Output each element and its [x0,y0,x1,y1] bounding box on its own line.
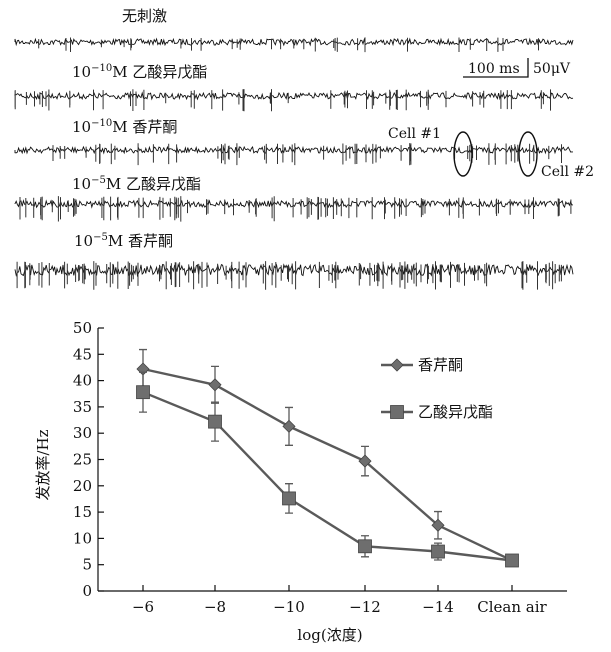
data-point [432,545,445,558]
x-tick-label: −10 [273,598,305,616]
y-tick-label: 50 [73,319,92,337]
x-tick-label: −6 [132,598,154,616]
firing-rate-chart: 0 5 10 15 20 25 30 35 40 45 50 −6 −8 −10 −12 −14 Clean … [34,319,567,644]
data-point [283,420,295,432]
scale-bar-voltage: 50μV [533,61,571,77]
legend-label: 乙酸异戊酯 [418,403,493,421]
y-tick-label: 40 [73,372,92,390]
y-tick-label: 30 [73,424,92,442]
trace-label-2: 10−10M 乙酸异戊酯 [72,63,207,81]
spike-trace-5 [15,265,573,276]
spike-trace-2 [15,93,573,99]
data-point [506,554,519,567]
x-axis-label: log(浓度) [297,626,362,644]
x-tick-label: −8 [204,598,226,616]
x-tick-label: Clean air [477,598,547,616]
series-layer [137,350,519,567]
spike-events-5 [17,261,561,290]
trace-label-5: 10−5M 香芹酮 [74,232,173,250]
y-tick-label: 35 [73,398,92,416]
spike-trace-panel: 无刺激 10−10M 乙酸异戊酯 10−10M 香芹酮 10−5M 乙酸异戊酯 10−5… [15,7,594,290]
y-tick-label: 15 [73,503,92,521]
y-tick-label: 0 [82,582,92,600]
data-point [137,386,150,399]
y-tick-label: 20 [73,477,92,495]
data-point [209,415,222,428]
x-axis: −6 −8 −10 −12 −14 Clean air [98,585,567,616]
cell-1-label: Cell #1 [388,126,441,142]
legend-item: 香芹酮 [381,356,463,374]
trace-label-1: 无刺激 [122,7,167,25]
y-tick-label: 45 [73,345,92,363]
series-line [143,369,512,561]
y-axis-label: 发放率/Hz [34,429,52,500]
y-tick-label: 25 [73,451,92,469]
spike-events-3 [53,143,562,165]
scale-bar-time: 100 ms [468,61,520,77]
spike-trace-4 [15,201,573,207]
legend-marker [391,359,403,371]
series-isoamyl-acetate [137,372,519,567]
series-carvone [137,350,518,567]
spike-events-2 [15,89,550,111]
x-tick-label: −12 [349,598,381,616]
legend-item: 乙酸异戊酯 [381,403,493,421]
cell-2-label: Cell #2 [541,164,594,180]
y-axis: 0 5 10 15 20 25 30 35 40 45 50 [73,319,104,600]
legend-marker [391,406,404,419]
data-point [359,540,372,553]
trace-label-4: 10−5M 乙酸异戊酯 [72,175,201,193]
data-point [283,492,296,505]
trace-label-3: 10−10M 香芹酮 [72,118,177,136]
x-tick-label: −14 [422,598,454,616]
data-point [209,379,221,391]
y-tick-label: 5 [82,556,92,574]
y-tick-label: 10 [73,529,92,547]
legend-label: 香芹酮 [418,356,463,374]
spike-events-4 [20,196,571,222]
